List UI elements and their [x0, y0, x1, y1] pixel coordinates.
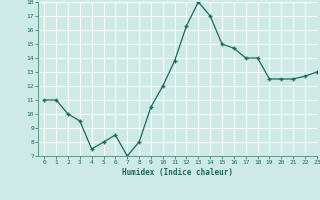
X-axis label: Humidex (Indice chaleur): Humidex (Indice chaleur) — [122, 168, 233, 177]
